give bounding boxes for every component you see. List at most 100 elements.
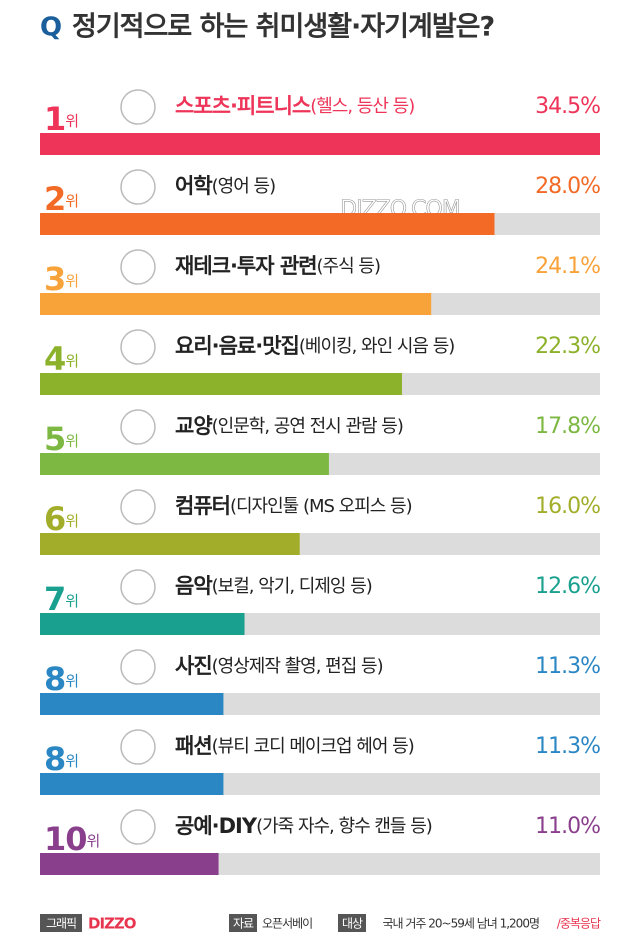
category-label: 패션(뷰티 코디 메이크업 헤어 등) (175, 734, 414, 758)
rank: 2위 (44, 180, 78, 218)
value-label: 11.0% (535, 814, 600, 839)
value-label: 11.3% (535, 734, 600, 759)
footer-box (229, 914, 257, 932)
footer-target: 국내 거주 20~59세 남녀 1,200명 (382, 917, 539, 931)
category-detail: (주식 등) (317, 256, 380, 277)
value-label: 22.3% (535, 334, 600, 359)
category-name: 재테크·투자 관련 (175, 254, 317, 278)
category-label: 스포츠·피트니스(헬스, 등산 등) (175, 94, 414, 118)
footer-source-label: 자료 (233, 917, 254, 931)
icon (120, 569, 156, 605)
category-label: 공예·DIY(가죽 자수, 향수 캔들 등) (175, 814, 432, 838)
footer-source: 오픈서베이 (262, 917, 312, 931)
value-label: 11.3% (535, 654, 600, 679)
footer-brand: DIZZO (88, 915, 136, 933)
rank: 10위 (44, 820, 99, 858)
value-label: 34.5% (535, 94, 600, 119)
rank-number: 8 (44, 740, 65, 778)
bar (40, 293, 432, 315)
category-label: 사진(영상제작 촬영, 편집 등) (175, 654, 383, 678)
rank-suffix: 위 (65, 272, 78, 290)
rank-suffix: 위 (65, 112, 78, 130)
category-name: 사진 (175, 654, 212, 678)
icon (120, 89, 156, 125)
rank-suffix: 위 (87, 832, 100, 850)
bar (40, 613, 245, 635)
rank: 4위 (44, 340, 78, 378)
rank-number: 1 (44, 100, 65, 138)
rank-number: 8 (44, 660, 65, 698)
category-name: 컴퓨터 (175, 494, 230, 518)
footer-box (40, 914, 82, 932)
icon (120, 169, 156, 205)
bar (40, 133, 600, 155)
icon (120, 249, 156, 285)
rank-suffix: 위 (65, 192, 78, 210)
category-label: 음악(보컬, 악기, 디제잉 등) (175, 574, 372, 598)
value-label: 16.0% (535, 494, 600, 519)
icon (120, 809, 156, 845)
category-label: 재테크·투자 관련(주식 등) (175, 254, 380, 278)
footer-note: /중복응답 (557, 917, 601, 931)
value-label: 28.0% (535, 174, 600, 199)
category-name: 스포츠·피트니스 (175, 94, 311, 118)
bar (40, 453, 329, 475)
rank: 7위 (44, 580, 78, 618)
rank: 6위 (44, 500, 78, 538)
category-name: 공예·DIY (175, 814, 258, 838)
category-name: 어학 (175, 174, 212, 198)
category-detail: (인문학, 공연 전시 관람 등) (212, 416, 403, 437)
category-name: 음악 (175, 574, 212, 598)
rank: 1위 (44, 100, 78, 138)
icon (120, 329, 156, 365)
icon (120, 489, 156, 525)
category-detail: (베이킹, 와인 시음 등) (299, 336, 454, 357)
category-name: 교양 (175, 414, 212, 438)
category-detail: (보컬, 악기, 디제잉 등) (212, 576, 372, 597)
rank-number: 6 (44, 500, 65, 538)
bar (40, 773, 224, 795)
rank-suffix: 위 (65, 672, 78, 690)
footer-box (338, 914, 366, 932)
category-detail: (디자인툴 (MS 오피스 등) (230, 496, 412, 517)
rank: 3위 (44, 260, 78, 298)
title-prefix: Q (40, 13, 61, 43)
category-detail: (영상제작 촬영, 편집 등) (212, 656, 383, 677)
chart-title: 정기적으로 하는 취미생활·자기계발은? (72, 12, 494, 43)
category-detail: (영어 등) (212, 176, 275, 197)
icon (120, 729, 156, 765)
value-label: 17.8% (535, 414, 600, 439)
category-detail: (뷰티 코디 메이크업 헤어 등) (212, 736, 414, 757)
category-name: 패션 (175, 734, 212, 758)
icon (120, 649, 156, 685)
rank-suffix: 위 (65, 512, 78, 530)
rank-suffix: 위 (65, 752, 78, 770)
rank: 8위 (44, 740, 78, 778)
bar (40, 533, 300, 555)
category-label: 어학(영어 등) (175, 174, 275, 198)
rank-suffix: 위 (65, 592, 78, 610)
rank-number: 4 (44, 340, 65, 378)
bar (40, 853, 219, 875)
category-detail: (가죽 자수, 향수 캔들 등) (256, 816, 432, 837)
rank-number: 3 (44, 260, 65, 298)
bar (40, 213, 495, 235)
footer-target-label: 대상 (342, 917, 363, 931)
bar (40, 693, 224, 715)
bar (40, 373, 402, 395)
icon (120, 409, 156, 445)
rank-suffix: 위 (65, 432, 78, 450)
footer-graphic: 그래픽 (46, 917, 76, 931)
category-label: 컴퓨터(디자인툴 (MS 오피스 등) (175, 494, 412, 518)
value-label: 12.6% (535, 574, 600, 599)
category-label: 요리·음료·맛집(베이킹, 와인 시음 등) (175, 334, 454, 358)
value-label: 24.1% (535, 254, 600, 279)
category-detail: (헬스, 등산 등) (310, 96, 414, 117)
category-name: 요리·음료·맛집 (175, 334, 299, 358)
rank-number: 5 (44, 420, 65, 458)
rank-number: 7 (44, 580, 65, 618)
rank: 5위 (44, 420, 78, 458)
rank-number: 2 (44, 180, 65, 218)
rank: 8위 (44, 660, 78, 698)
